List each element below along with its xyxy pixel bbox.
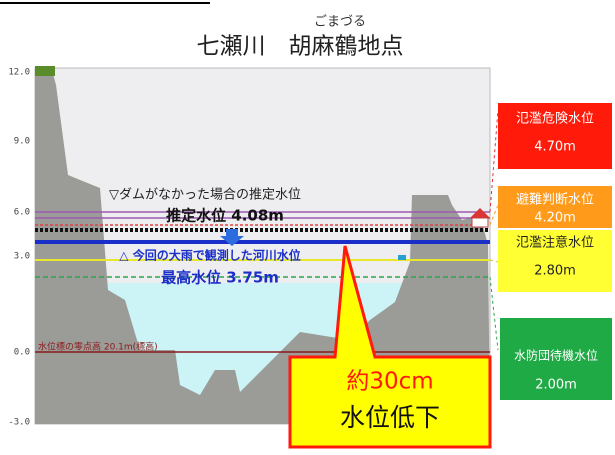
axis-label: 6.0 [14,208,30,218]
annotation: 水位標の零点高 20.1m(標高) [38,341,158,353]
axis-label: 9.0 [14,137,30,147]
level-box [498,186,612,228]
terrain [35,70,490,424]
level-label: 氾濫危険水位 [516,112,594,127]
axis-label: 3.0 [14,252,30,262]
callout-text: 水位低下 [340,403,440,432]
axis-label: -3.0 [8,418,30,428]
annotation: ▽ダムがなかった場合の推定水位 [109,188,301,203]
callout-text: 約30cm [346,369,433,395]
axis-label: 12.0 [8,68,30,78]
level-value: 4.70m [534,140,576,155]
level-label: 水防団待機水位 [514,348,598,363]
annotation: 最高水位 3.75m [161,269,279,287]
connector [489,276,499,351]
down-arrow [220,229,244,246]
level-value: 2.80m [534,264,576,279]
title-ruby: ごまづる [314,14,366,30]
level-value: 2.00m [535,378,577,393]
gauge [398,255,406,260]
annotation: △ 今回の大雨で観測した河川水位 [119,248,300,263]
house-icon [471,217,489,228]
title: 七瀬川 胡麻鶴地点 [197,34,404,60]
connector [489,259,499,263]
level-box [498,230,612,292]
level-box [498,103,612,169]
level-label: 氾濫注意水位 [516,235,594,251]
level-box [500,318,612,400]
annotation: 推定水位 4.08m [166,207,284,225]
callout [288,245,492,449]
axis-label: 0.0 [14,348,30,358]
level-value: 4.20m [534,211,576,226]
connector [489,204,499,226]
tree-icon [35,66,55,76]
house-icon [470,208,490,218]
level-label: 避難判断水位 [516,193,594,208]
connector [489,109,499,213]
